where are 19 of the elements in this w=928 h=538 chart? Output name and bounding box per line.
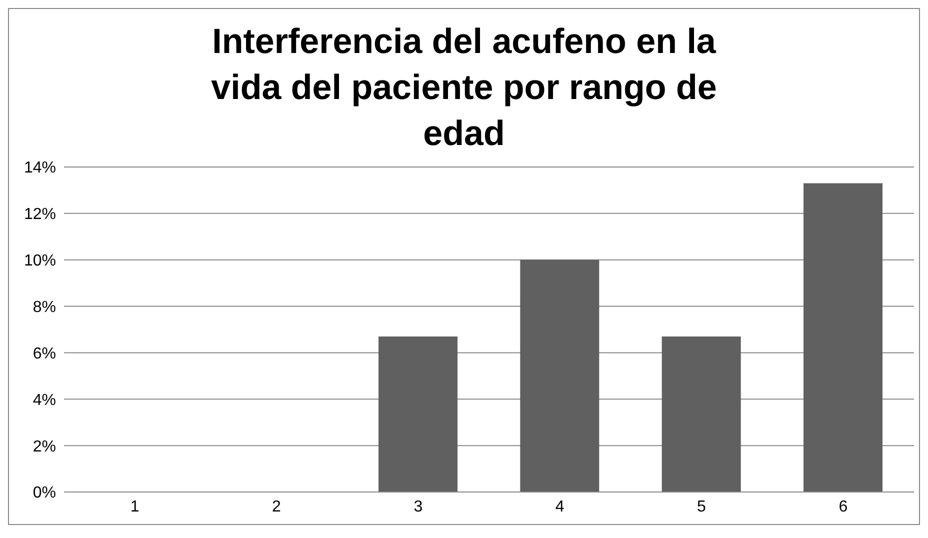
x-tick-label: 3 (414, 498, 423, 516)
chart-title: Interferencia del acufeno en la vida del paciente por rango de edad (210, 21, 718, 155)
y-tick-label: 6% (32, 345, 56, 362)
x-tick-label: 2 (272, 498, 282, 516)
y-tick-label: 8% (32, 298, 56, 316)
x-tick-label: 4 (555, 498, 564, 516)
bar (378, 336, 458, 492)
bar (804, 183, 882, 492)
x-tick-label: 1 (130, 498, 140, 516)
y-tick-label: 10% (24, 252, 56, 270)
x-tick-label: 5 (697, 498, 706, 516)
bar (662, 336, 741, 492)
y-tick-label: 12% (24, 206, 56, 224)
y-tick-label: 4% (32, 392, 56, 409)
bar (520, 260, 600, 492)
y-tick-label: 14% (24, 160, 56, 177)
y-tick-label: 0% (32, 484, 56, 502)
y-tick-label: 2% (32, 438, 56, 456)
x-tick-label: 6 (838, 498, 848, 516)
